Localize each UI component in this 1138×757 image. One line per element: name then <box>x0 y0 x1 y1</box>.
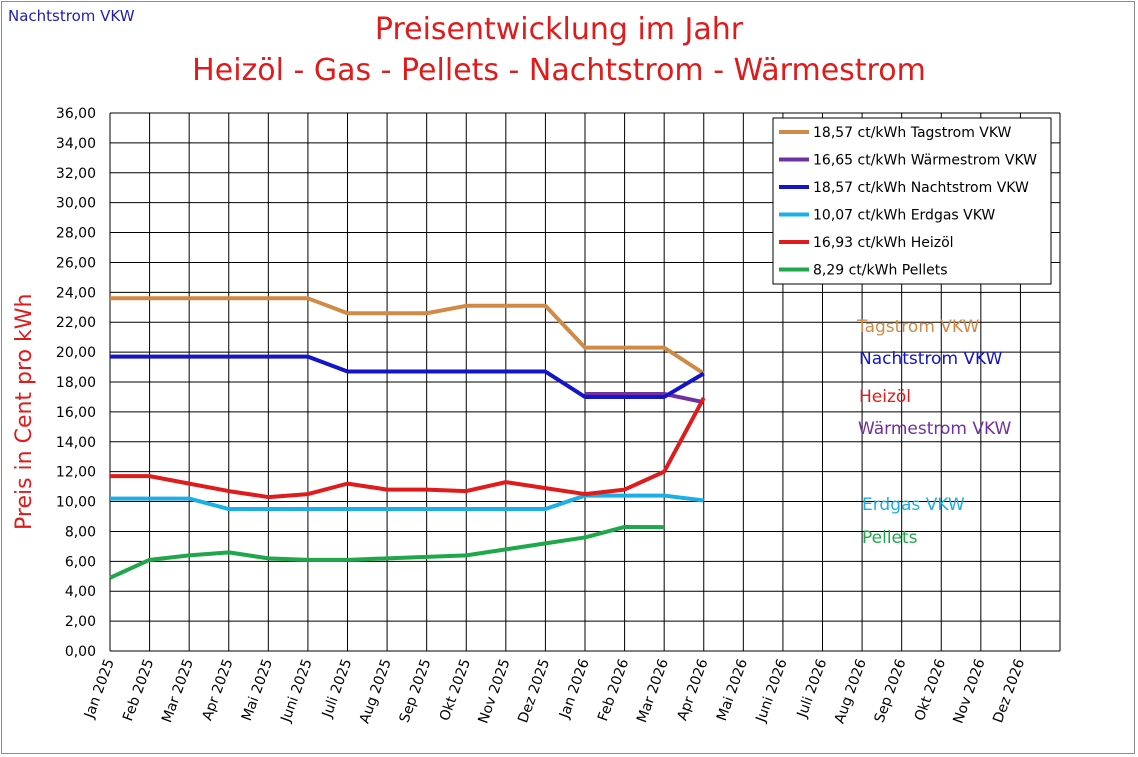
legend-entry: 16,93 ct/kWh Heizöl <box>813 235 954 251</box>
series-annotation: Wärmestrom VKW <box>858 419 1012 439</box>
x-tick-labels: Jan 2025 Feb 2025 Mar 2025 Apr 2025 Mai 2025… <box>81 657 1028 726</box>
y-tick-label: 30,00 <box>56 196 96 212</box>
legend-entry: 10,07 ct/kWh Erdgas VKW <box>813 208 995 224</box>
x-tick-label: Sep 2026 <box>872 657 910 725</box>
x-tick-label: Nov 2026 <box>951 657 989 726</box>
legend: 18,57 ct/kWh Tagstrom VKW 16,65 ct/kWh Wä… <box>772 117 1052 285</box>
x-tick-label: Juli 2025 <box>319 657 355 721</box>
y-tick-label: 24,00 <box>56 285 96 301</box>
y-tick-label: 28,00 <box>56 226 96 242</box>
series-annotation: Erdgas VKW <box>862 495 965 515</box>
x-tick-label: Jan 2026 <box>556 657 592 721</box>
series-line <box>585 391 705 405</box>
x-tick-label: Okt 2026 <box>912 657 949 723</box>
y-tick-label: 14,00 <box>56 435 96 451</box>
y-tick-label: 4,00 <box>65 584 96 600</box>
x-tick-label: Mar 2026 <box>634 657 672 725</box>
legend-entry: 18,57 ct/kWh Nachtstrom VKW <box>813 180 1029 196</box>
y-tick-labels: 0,00 2,00 4,00 6,00 8,00 10,00 12,00 14,00 16,00… <box>56 106 96 660</box>
series-annotation: Nachtstrom VKW <box>859 349 1003 369</box>
y-tick-label: 8,00 <box>65 524 96 540</box>
x-tick-label: Dez 2025 <box>515 657 553 725</box>
y-tick-label: 10,00 <box>56 495 96 511</box>
series-lines <box>109 296 706 580</box>
x-tick-label: Juni 2025 <box>278 657 316 725</box>
y-tick-label: 16,00 <box>56 405 96 421</box>
x-tick-label: Apr 2026 <box>674 657 711 723</box>
y-tick-label: 18,00 <box>56 375 96 391</box>
x-tick-label: Juli 2026 <box>794 657 830 721</box>
x-tick-label: Mai 2026 <box>714 657 751 723</box>
x-tick-label: Apr 2025 <box>199 657 236 723</box>
series-line <box>110 354 705 399</box>
legend-entry: 18,57 ct/kWh Tagstrom VKW <box>813 125 1012 141</box>
y-tick-label: 34,00 <box>56 136 96 152</box>
series-annotation: Pellets <box>862 528 918 548</box>
series-line <box>109 524 665 580</box>
series-annotation: Heizöl <box>859 387 911 407</box>
x-tick-label: Dez 2026 <box>990 657 1028 725</box>
chart-title-line-2: Heizöl - Gas - Pellets - Nachtstrom - Wä… <box>192 53 926 88</box>
x-tick-label: Juni 2026 <box>753 657 791 725</box>
x-tick-label: Mai 2025 <box>239 657 276 723</box>
legend-box <box>772 117 1052 285</box>
legend-entry: 8,29 ct/kWh Pellets <box>813 263 948 279</box>
y-tick-label: 0,00 <box>65 644 96 660</box>
y-tick-label: 20,00 <box>56 345 96 361</box>
series-annotation: Tagstrom VKW <box>856 317 979 337</box>
series-line <box>110 397 706 500</box>
y-tick-label: 22,00 <box>56 315 96 331</box>
x-tick-label: Okt 2025 <box>437 657 474 723</box>
x-tick-label: Mar 2025 <box>159 657 197 725</box>
x-tick-label: Aug 2026 <box>832 657 870 726</box>
corner-label: Nachtstrom VKW <box>8 7 135 25</box>
series-line <box>110 296 705 376</box>
x-tick-label: Nov 2025 <box>476 657 514 726</box>
x-tick-label: Feb 2025 <box>120 657 157 723</box>
chart-title-line-1: Preisentwicklung im Jahr <box>374 12 744 47</box>
y-tick-label: 32,00 <box>56 166 96 182</box>
x-tick-label: Jan 2025 <box>81 657 117 721</box>
x-tick-label: Feb 2026 <box>595 657 632 724</box>
y-tick-label: 2,00 <box>65 614 96 630</box>
series-line <box>110 493 704 512</box>
series-annotations: Tagstrom VKW Nachtstrom VKW Heizöl Wärmestr… <box>856 317 1012 548</box>
legend-entry: 16,65 ct/kWh Wärmestrom VKW <box>813 153 1037 169</box>
y-tick-label: 36,00 <box>56 106 96 122</box>
x-tick-label: Sep 2025 <box>397 657 435 725</box>
x-tick-label: Aug 2025 <box>357 657 395 726</box>
y-tick-label: 26,00 <box>56 255 96 271</box>
y-tick-label: 12,00 <box>56 465 96 481</box>
y-tick-label: 6,00 <box>65 554 96 570</box>
